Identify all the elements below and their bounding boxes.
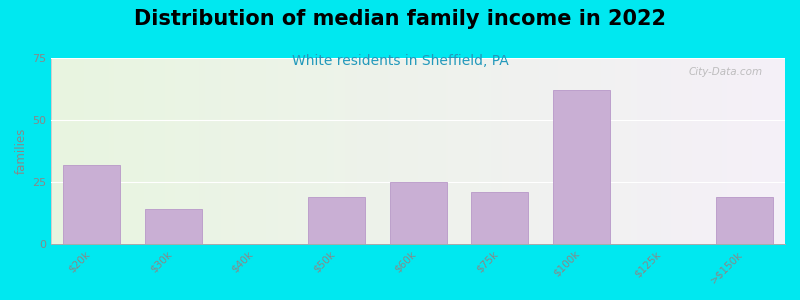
Bar bbox=[553, 90, 610, 244]
Bar bbox=[145, 209, 202, 244]
Bar bbox=[471, 192, 528, 244]
Text: Distribution of median family income in 2022: Distribution of median family income in … bbox=[134, 9, 666, 29]
Bar bbox=[716, 197, 773, 244]
Bar bbox=[308, 197, 365, 244]
Text: White residents in Sheffield, PA: White residents in Sheffield, PA bbox=[292, 54, 508, 68]
Bar bbox=[63, 165, 121, 244]
Text: City-Data.com: City-Data.com bbox=[689, 67, 763, 77]
Bar bbox=[390, 182, 446, 244]
Y-axis label: families: families bbox=[15, 128, 28, 174]
